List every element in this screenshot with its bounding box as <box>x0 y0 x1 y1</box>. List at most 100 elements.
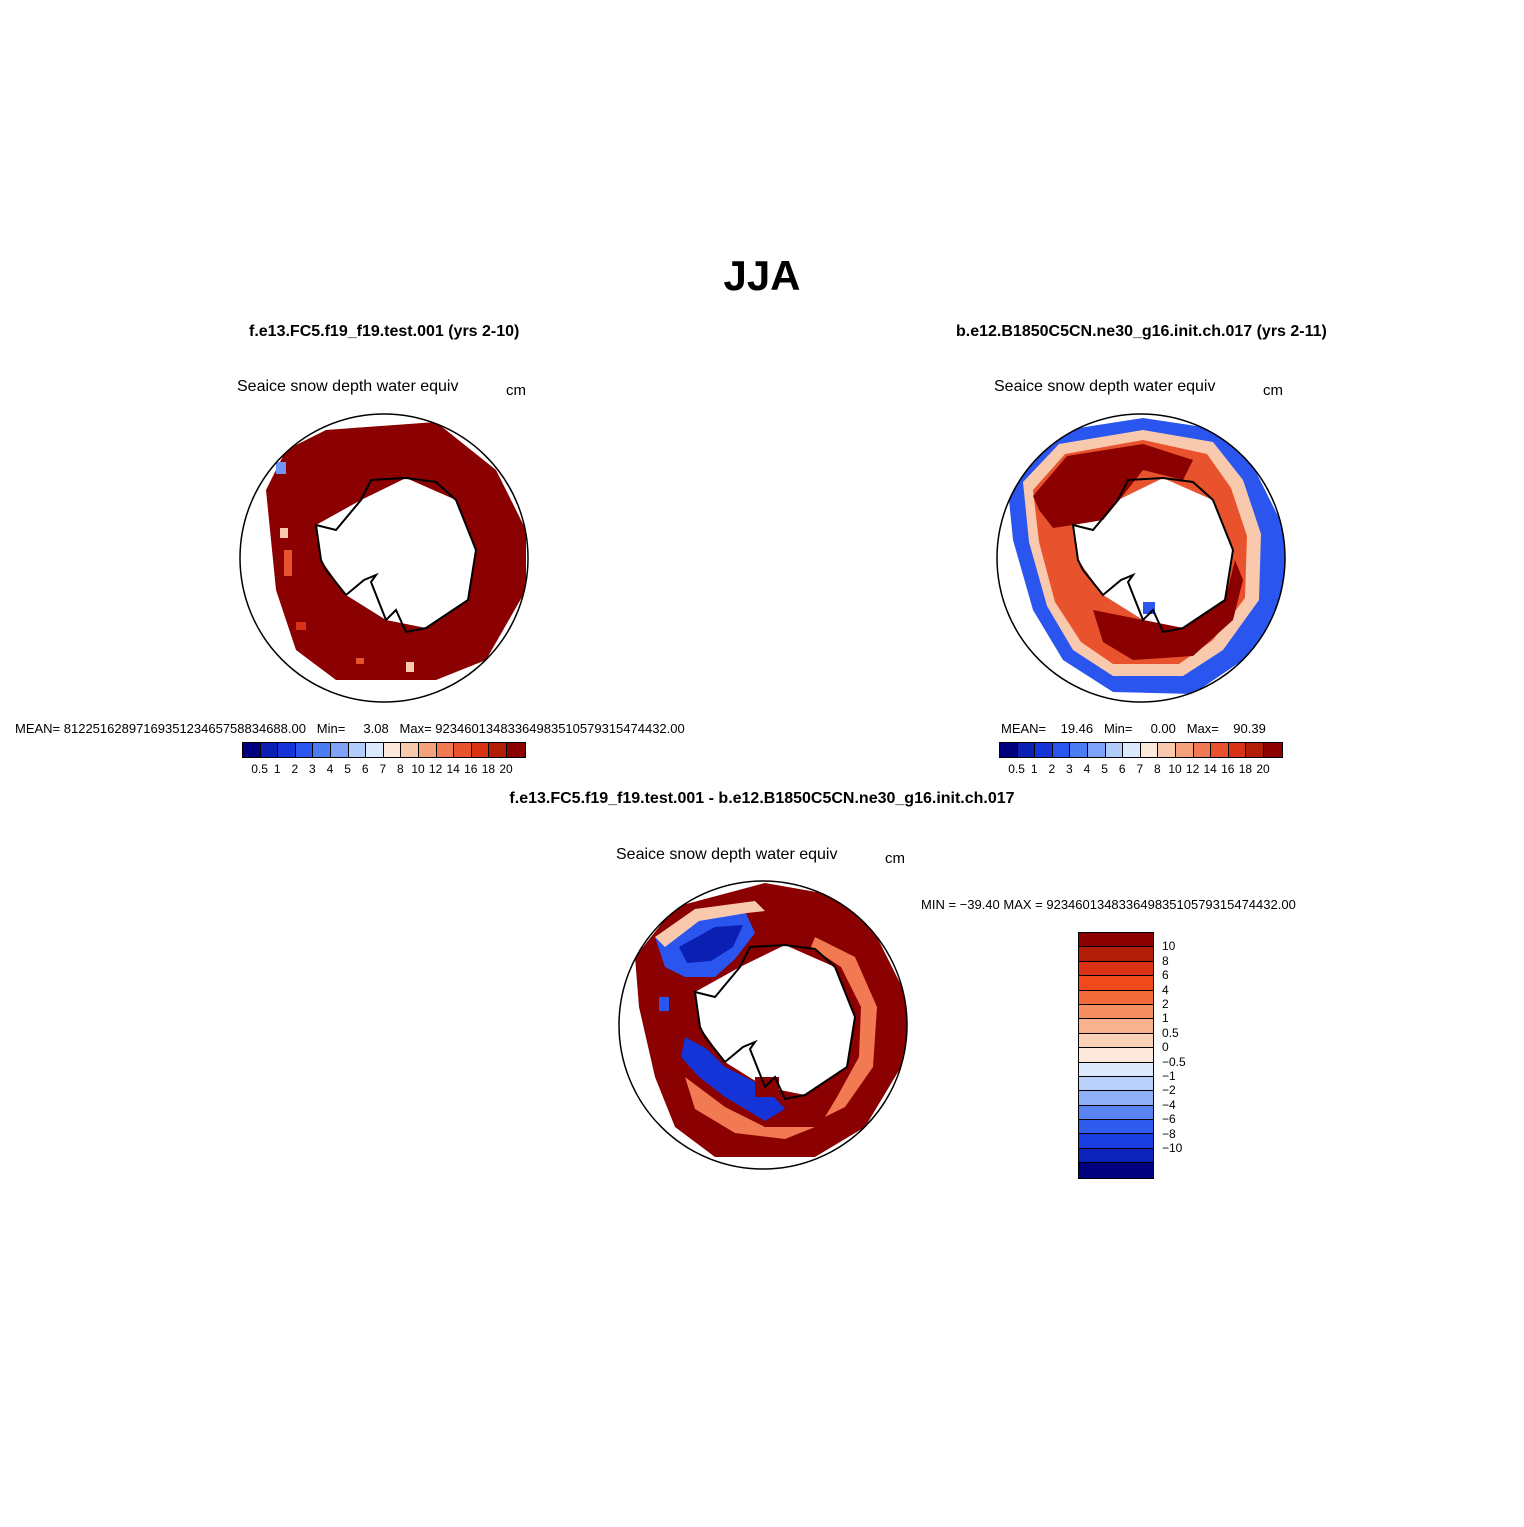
colorbar-label: 20 <box>1256 762 1270 776</box>
colorbar-label: 0.5 <box>1008 762 1025 776</box>
colorbar-label: 0.5 <box>1162 1025 1179 1040</box>
colorbar-cell <box>1228 743 1247 757</box>
panel2-colorbar <box>999 742 1283 758</box>
colorbar-cell <box>471 743 490 757</box>
colorbar-label: 1 <box>273 762 281 776</box>
colorbar-cell <box>1079 1134 1153 1149</box>
colorbar-label: 5 <box>1101 762 1108 776</box>
colorbar-label: −1 <box>1162 1069 1176 1083</box>
colorbar-cell <box>1079 1148 1153 1164</box>
colorbar-label: −4 <box>1162 1097 1176 1112</box>
colorbar-cell <box>1158 743 1176 757</box>
colorbar-label: 16 <box>1221 762 1235 776</box>
colorbar-label: 2 <box>1162 997 1169 1011</box>
colorbar-label: 10 <box>1162 939 1176 954</box>
colorbar-cell <box>1079 1048 1153 1063</box>
colorbar-cell <box>383 743 402 757</box>
diff-polar-map <box>618 880 908 1170</box>
colorbar-cell <box>278 743 296 757</box>
panel1-units: cm <box>506 382 526 399</box>
colorbar-cell <box>454 743 472 757</box>
diff-case-title: f.e13.FC5.f19_f19.test.001 - b.e12.B1850… <box>509 790 1015 807</box>
colorbar-label: 0 <box>1162 1040 1169 1055</box>
colorbar-label: 20 <box>499 762 513 776</box>
colorbar-label: 4 <box>1083 762 1091 776</box>
colorbar-label: −0.5 <box>1162 1054 1186 1069</box>
colorbar-label: 16 <box>464 762 478 776</box>
colorbar-cell <box>436 743 455 757</box>
panel1-polar-map <box>239 413 529 703</box>
colorbar-cell <box>1175 743 1194 757</box>
colorbar-label: −10 <box>1162 1141 1183 1155</box>
colorbar-cell <box>1079 1120 1153 1135</box>
colorbar-label: 8 <box>1154 762 1161 776</box>
colorbar-cell <box>1079 1091 1153 1106</box>
colorbar-cell <box>1079 990 1153 1005</box>
colorbar-label: 1 <box>1162 1011 1169 1026</box>
colorbar-cell <box>1079 1004 1153 1020</box>
colorbar-cell <box>1246 743 1264 757</box>
colorbar-cell <box>243 743 261 757</box>
panel2-case-title: b.e12.B1850C5CN.ne30_g16.init.ch.017 (yr… <box>956 323 1327 340</box>
colorbar-cell <box>489 743 507 757</box>
colorbar-cell <box>506 743 525 757</box>
colorbar-label: 12 <box>1185 762 1200 776</box>
colorbar-label: 18 <box>1238 762 1253 776</box>
colorbar-cell <box>1211 743 1229 757</box>
colorbar-cell <box>260 743 279 757</box>
diff-units: cm <box>885 850 905 867</box>
panel2-polar-map <box>996 413 1286 703</box>
colorbar-label: 3 <box>309 762 316 776</box>
panel1-colorbar <box>242 742 526 758</box>
colorbar-cell <box>1052 743 1071 757</box>
colorbar-cell <box>401 743 419 757</box>
panel1-colorbar-labels: 0.5 1 2 3 4 5 6 7 8 10 12 14 16 18 20 <box>242 762 524 778</box>
panel2-stats: MEAN= 19.46 Min= 0.00 Max= 90.39 <box>1001 721 1266 736</box>
colorbar-cell <box>1070 743 1088 757</box>
colorbar-label: 6 <box>1118 762 1126 776</box>
colorbar-label: −8 <box>1162 1126 1176 1141</box>
colorbar-cell <box>1079 1019 1153 1034</box>
colorbar-cell <box>348 743 367 757</box>
panel2-variable-title: Seaice snow depth water equiv <box>994 378 1216 395</box>
colorbar-cell <box>1263 743 1282 757</box>
panel1-variable-title: Seaice snow depth water equiv <box>237 378 459 395</box>
diff-colorbar <box>1078 932 1154 1179</box>
colorbar-cell <box>295 743 314 757</box>
colorbar-label: 3 <box>1066 762 1073 776</box>
diff-stats: MIN = −39.40 MAX = 923460134833649835105… <box>921 897 1296 912</box>
colorbar-label: 8 <box>397 762 404 776</box>
colorbar-cell <box>1079 947 1153 962</box>
colorbar-label: 2 <box>1048 762 1056 776</box>
colorbar-label: 1 <box>1030 762 1038 776</box>
colorbar-label: 4 <box>326 762 334 776</box>
colorbar-label: −2 <box>1162 1083 1176 1098</box>
panel1-stats: MEAN= 8122516289716935123465758834688.00… <box>15 721 685 736</box>
colorbar-cell <box>1079 1076 1153 1092</box>
colorbar-cell <box>1079 976 1153 991</box>
colorbar-cell <box>1079 1163 1153 1178</box>
colorbar-label: 8 <box>1162 953 1169 968</box>
colorbar-label: 18 <box>481 762 496 776</box>
colorbar-cell <box>1079 961 1153 977</box>
colorbar-cell <box>1035 743 1053 757</box>
colorbar-cell <box>366 743 384 757</box>
colorbar-label: 14 <box>1203 762 1217 776</box>
colorbar-cell <box>1105 743 1124 757</box>
colorbar-cell <box>330 743 349 757</box>
colorbar-cell <box>1079 933 1153 948</box>
colorbar-label: 10 <box>411 762 425 776</box>
panel1-case-title: f.e13.FC5.f19_f19.test.001 (yrs 2-10) <box>249 323 520 340</box>
colorbar-cell <box>1140 743 1159 757</box>
colorbar-cell <box>1079 1062 1153 1077</box>
colorbar-label: 2 <box>291 762 299 776</box>
colorbar-label: −6 <box>1162 1112 1176 1127</box>
diff-colorbar-labels: 10 8 6 4 2 1 0.5 0 −0.5 −1 −2 −4 −6 −8 −10 <box>1162 932 1222 1166</box>
colorbar-cell <box>1000 743 1018 757</box>
colorbar-cell <box>313 743 331 757</box>
colorbar-label: 14 <box>446 762 460 776</box>
panel2-colorbar-labels: 0.5 1 2 3 4 5 6 7 8 10 12 14 16 18 20 <box>999 762 1281 778</box>
colorbar-label: 7 <box>1136 762 1144 776</box>
panel2-units: cm <box>1263 382 1283 399</box>
diff-variable-title: Seaice snow depth water equiv <box>616 846 838 863</box>
